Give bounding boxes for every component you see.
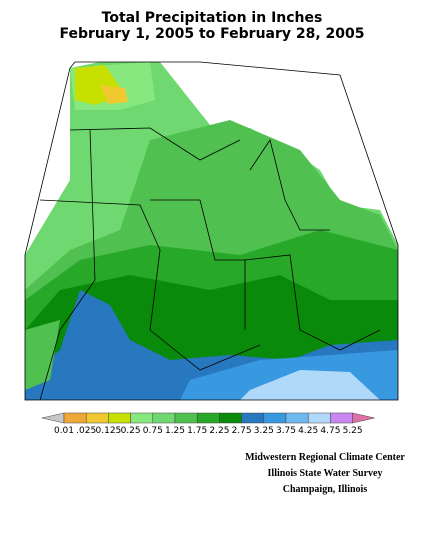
- legend-swatch: [263, 412, 287, 424]
- border: [150, 199, 246, 330]
- credit: Champaign, Illinois: [283, 484, 368, 495]
- border: [244, 254, 381, 351]
- legend-label: 4.25: [298, 426, 318, 436]
- map-title: Total Precipitation in Inches: [102, 10, 323, 26]
- border: [69, 127, 241, 161]
- border: [39, 199, 261, 371]
- legend-high: [352, 412, 375, 424]
- legend-swatch: [330, 412, 353, 424]
- legend-swatch: [285, 412, 309, 424]
- legend-label: 0.01: [54, 426, 74, 436]
- legend-swatch: [241, 412, 265, 424]
- legend-swatch: [85, 412, 109, 424]
- legend-swatch: [307, 412, 331, 424]
- credit: Midwestern Regional Climate Center: [245, 452, 405, 463]
- legend-swatch: [152, 412, 176, 424]
- region: [100, 85, 128, 104]
- legend-label: 1.25: [165, 426, 185, 436]
- legend-swatch: [63, 412, 87, 424]
- map-outline: [24, 61, 399, 401]
- legend-label: 1.75: [187, 426, 207, 436]
- legend-label: 0.75: [143, 426, 163, 436]
- border: [39, 129, 96, 401]
- legend-label: 3.75: [276, 426, 296, 436]
- legend-label: 0.25: [121, 426, 141, 436]
- legend-swatch: [219, 412, 242, 424]
- legend-label: 0.125: [96, 426, 122, 436]
- legend-swatch: [196, 412, 220, 424]
- legend-swatch: [108, 412, 131, 424]
- legend-swatch: [130, 412, 154, 424]
- legend-label: 4.75: [320, 426, 340, 436]
- legend: 0.01.025 0.125 0.25 0.75 1.25 1.75 2.25 2.75 3.2…: [41, 412, 375, 436]
- legend-label: 2.75: [232, 426, 252, 436]
- legend-label: 3.25: [254, 426, 274, 436]
- region: [25, 320, 60, 390]
- legend-label: 2.25: [209, 426, 229, 436]
- map-subtitle: February 1, 2005 to February 28, 2005: [59, 26, 364, 42]
- region: [240, 370, 380, 400]
- legend-low: [41, 412, 65, 424]
- map: [24, 55, 399, 401]
- legend-swatch: [174, 412, 198, 424]
- border: [249, 139, 330, 231]
- credit: Illinois State Water Survey: [268, 468, 383, 479]
- legend-label: 5.25: [343, 426, 363, 436]
- legend-label: .025: [76, 426, 96, 436]
